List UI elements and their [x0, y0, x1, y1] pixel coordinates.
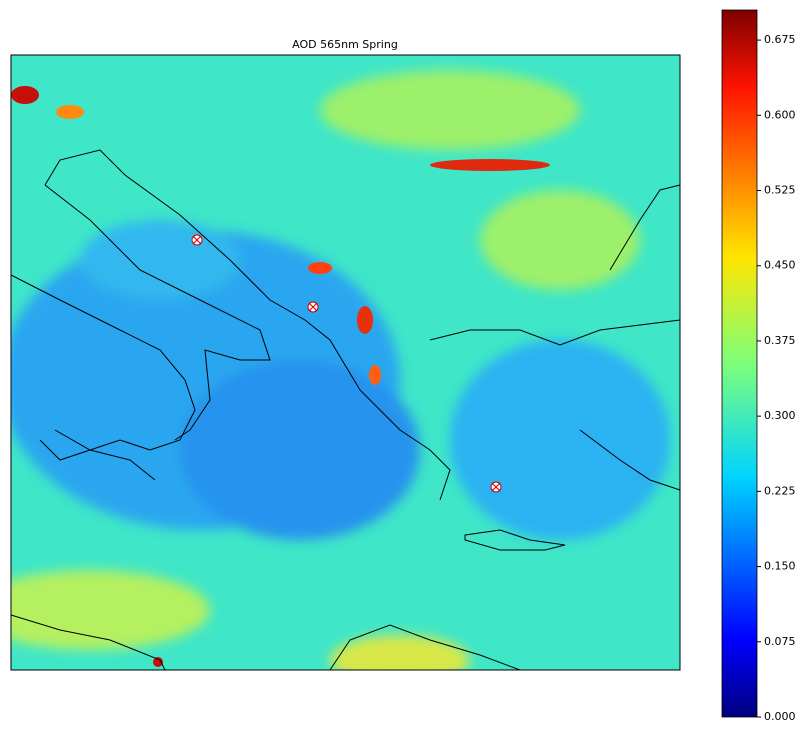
aod-field	[11, 55, 680, 670]
colorbar-tick-label: 0.300	[764, 409, 796, 422]
colorbar-tick-label: 0.525	[764, 184, 796, 197]
map-frame	[10, 54, 681, 671]
colorbar-tick-label: 0.225	[764, 484, 796, 497]
colorbar-ticks: 0.000 0.075 0.150 0.225 0.300 0.375 0.450 0.525…	[757, 33, 796, 723]
site-markers	[191, 234, 502, 493]
colorbar-tick-label: 0.375	[764, 334, 796, 347]
colorbar-tick-label: 0.450	[764, 259, 796, 272]
site-marker	[191, 234, 203, 246]
site-marker	[490, 481, 502, 493]
colorbar-tick-label: 0.600	[764, 108, 796, 121]
colorbar-tick-label: 0.675	[764, 33, 796, 46]
coastlines	[10, 149, 681, 671]
site-marker	[307, 301, 319, 313]
colorbar-tick-label: 0.075	[764, 635, 796, 648]
map-title: AOD 565nm Spring	[292, 38, 398, 51]
colorbar-tick-label: 0.150	[764, 560, 796, 573]
colorbar-tick-label: 0.000	[764, 710, 796, 723]
colorbar	[721, 9, 758, 718]
